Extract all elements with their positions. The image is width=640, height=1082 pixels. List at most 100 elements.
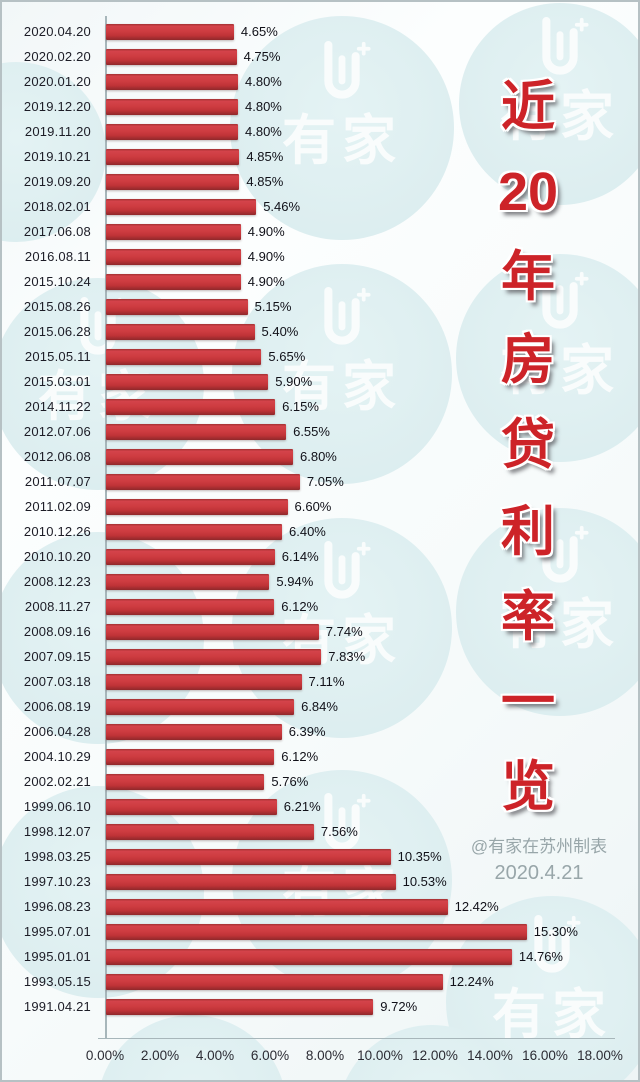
row-date-label: 2006.04.28 — [23, 724, 91, 739]
row-date-label: 2020.01.20 — [23, 74, 91, 89]
bar-row: 2020.04.20 4.65% — [2, 19, 638, 44]
rate-bar — [106, 398, 276, 415]
rate-value-label: 6.12% — [281, 749, 319, 764]
rate-bar — [106, 273, 241, 290]
x-axis-tick-label: 6.00% — [250, 1048, 290, 1063]
row-date-label: 2012.06.08 — [23, 449, 91, 464]
bar-row: 1995.07.01 15.30% — [2, 919, 638, 944]
row-date-label: 2006.08.19 — [23, 699, 91, 714]
rate-bar — [106, 523, 282, 540]
bar-row: 1998.03.25 10.35% — [2, 844, 638, 869]
rate-value-label: 14.76% — [518, 949, 563, 964]
rate-value-label: 4.80% — [245, 74, 282, 89]
x-axis-tick-label: 8.00% — [305, 1048, 345, 1063]
rate-value-label: 6.84% — [301, 699, 338, 714]
bar-row: 2006.08.19 6.84% — [2, 694, 638, 719]
rate-value-label: 10.53% — [402, 874, 447, 889]
bar-row: 2015.08.26 5.15% — [2, 294, 638, 319]
rate-value-label: 4.85% — [246, 174, 284, 189]
bar-row: 2010.10.20 6.14% — [2, 544, 638, 569]
rate-bar — [106, 923, 527, 940]
rate-bar — [106, 848, 391, 865]
rate-bar — [106, 373, 269, 390]
rate-bar — [106, 873, 396, 890]
rate-bar — [106, 348, 262, 365]
row-date-label: 2015.05.11 — [24, 349, 91, 364]
rate-value-label: 6.12% — [281, 599, 319, 614]
row-date-label: 2010.10.20 — [23, 549, 91, 564]
bar-row: 2015.10.24 4.90% — [2, 269, 638, 294]
row-date-label: 2016.08.11 — [24, 249, 91, 264]
x-axis-tick-label: 18.00% — [577, 1048, 623, 1063]
rate-bar — [106, 623, 319, 640]
title-character: 率 — [501, 587, 555, 647]
rate-value-label: 4.65% — [240, 24, 278, 39]
rate-bar — [106, 648, 322, 665]
row-date-label: 2015.10.24 — [23, 274, 91, 289]
rate-bar — [106, 248, 241, 265]
bar-row: 2012.06.08 6.80% — [2, 444, 638, 469]
bar-row: 1996.08.23 12.42% — [2, 894, 638, 919]
bar-row: 2016.08.11 4.90% — [2, 244, 638, 269]
row-date-label: 2019.12.20 — [23, 99, 91, 114]
rate-bar — [106, 123, 238, 140]
x-axis-tick-label: 16.00% — [522, 1048, 568, 1063]
row-date-label: 2019.10.21 — [23, 149, 91, 164]
rate-value-label: 4.90% — [247, 224, 285, 239]
bar-row: 2018.02.01 5.46% — [2, 194, 638, 219]
row-date-label: 2011.07.07 — [24, 474, 91, 489]
title-character: 20 — [497, 162, 559, 222]
rate-bar — [106, 448, 293, 465]
rate-value-label: 6.40% — [289, 524, 326, 539]
bar-row: 2015.06.28 5.40% — [2, 319, 638, 344]
x-axis-tick-label: 12.00% — [412, 1048, 458, 1063]
row-date-label: 2012.07.06 — [23, 424, 91, 439]
row-date-label: 1995.01.01 — [23, 949, 91, 964]
row-date-label: 1999.06.10 — [23, 799, 91, 814]
rate-value-label: 5.15% — [254, 299, 292, 314]
title-character: 近 — [501, 77, 555, 137]
rate-bar — [106, 48, 237, 65]
rate-value-label: 7.05% — [306, 474, 344, 489]
rate-value-label: 6.39% — [288, 724, 326, 739]
rate-bar — [106, 798, 277, 815]
x-axis-tick-label: 4.00% — [195, 1048, 235, 1063]
rate-value-label: 9.72% — [380, 999, 418, 1014]
rate-bar — [106, 673, 302, 690]
rate-value-label: 4.90% — [247, 274, 285, 289]
rate-value-label: 4.75% — [243, 49, 281, 64]
rate-value-label: 5.76% — [271, 774, 309, 789]
bar-row: 2011.07.07 7.05% — [2, 469, 638, 494]
rate-value-label: 5.90% — [275, 374, 313, 389]
title-character: 一 — [501, 672, 555, 732]
rate-value-label: 15.30% — [533, 924, 578, 939]
rate-value-label: 7.74% — [325, 624, 363, 639]
row-date-label: 1998.12.07 — [23, 824, 91, 839]
rate-value-label: 5.94% — [276, 574, 314, 589]
title-character: 年 — [501, 247, 555, 307]
rate-value-label: 6.80% — [300, 449, 337, 464]
rate-value-label: 6.60% — [294, 499, 332, 514]
rate-bar — [106, 898, 448, 915]
rate-value-label: 12.42% — [454, 899, 499, 914]
rate-bar — [106, 23, 234, 40]
rate-value-label: 5.40% — [261, 324, 299, 339]
bar-row: 2007.09.15 7.83% — [2, 644, 638, 669]
rate-bar — [106, 548, 275, 565]
bar-row: 2019.12.20 4.80% — [2, 94, 638, 119]
row-date-label: 2008.09.16 — [23, 624, 91, 639]
credit-author: @有家在苏州制表 — [470, 837, 608, 856]
credit-date: 2020.4.21 — [494, 861, 584, 884]
row-date-label: 2011.02.09 — [24, 499, 91, 514]
row-date-label: 2008.11.27 — [24, 599, 91, 614]
rate-bar — [106, 948, 512, 965]
row-date-label: 1998.03.25 — [23, 849, 91, 864]
rate-bar — [106, 473, 300, 490]
bar-row: 2004.10.29 6.12% — [2, 744, 638, 769]
rate-value-label: 4.80% — [245, 124, 282, 139]
bar-row: 1995.01.01 14.76% — [2, 944, 638, 969]
chart-x-axis-line — [98, 1038, 615, 1039]
rate-bar — [106, 173, 240, 190]
row-date-label: 2015.08.26 — [23, 299, 91, 314]
row-date-label: 1997.10.23 — [23, 874, 91, 889]
